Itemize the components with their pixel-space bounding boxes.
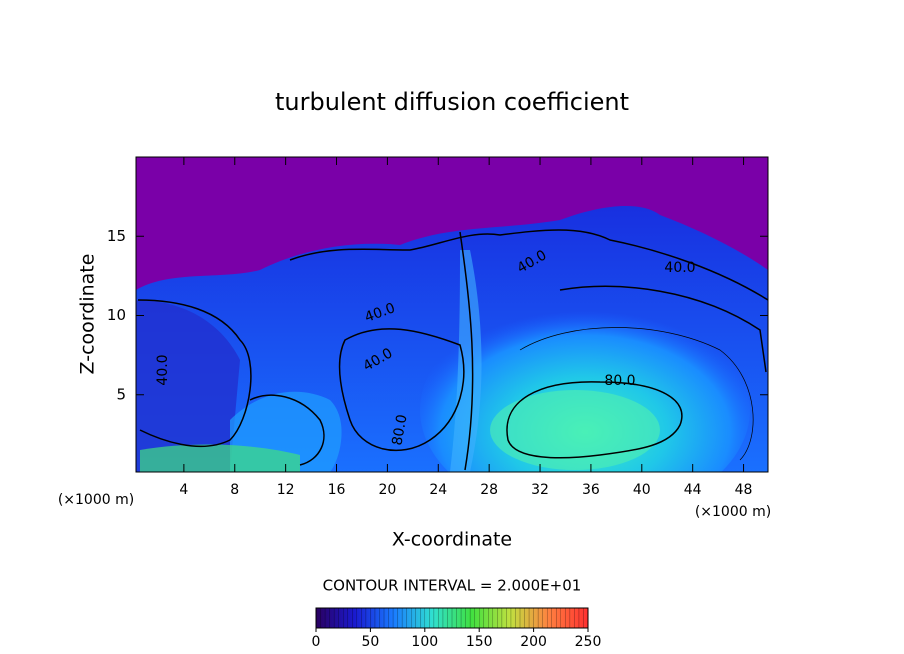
contour-label: 40.0 xyxy=(664,260,695,276)
colorbar-tick-label: 100 xyxy=(411,634,438,650)
x-tick-label: 24 xyxy=(429,482,447,498)
y-axis-label: Z-coordinate xyxy=(77,254,99,375)
contour-label: 40.0 xyxy=(155,354,171,385)
colorbar-tick-label: 200 xyxy=(520,634,547,650)
contour-interval: CONTOUR INTERVAL = 2.000E+01 xyxy=(323,577,582,595)
x-unit-label: (×1000 m) xyxy=(58,492,134,508)
x-tick-label: 40 xyxy=(633,482,651,498)
plot-frame xyxy=(135,156,769,473)
x-tick-label: 32 xyxy=(531,482,549,498)
x-tick-label: 36 xyxy=(582,482,600,498)
colorbar-tick-label: 0 xyxy=(312,634,321,650)
y-tick-label: 10 xyxy=(107,306,126,324)
y-tick-label: 15 xyxy=(107,227,126,245)
x-tick-label: 44 xyxy=(684,482,702,498)
contour-label: 80.0 xyxy=(604,373,635,389)
x-tick-label: 8 xyxy=(230,482,239,498)
x-tick-label: 4 xyxy=(179,482,188,498)
x-tick-label: 20 xyxy=(378,482,396,498)
contour-label: 80.0 xyxy=(389,413,410,446)
y-tick-label: 5 xyxy=(116,385,126,403)
x-unit-label: (×1000 m) xyxy=(695,504,771,520)
x-tick-label: 28 xyxy=(480,482,498,498)
chart-title: turbulent diffusion coefficient xyxy=(275,88,629,116)
field xyxy=(136,157,768,472)
x-tick-label: 16 xyxy=(328,482,346,498)
x-tick-label: 48 xyxy=(735,482,753,498)
x-tick-label: 12 xyxy=(277,482,295,498)
x-axis-label: X-coordinate xyxy=(392,529,512,551)
colorbar-tick-label: 150 xyxy=(466,634,493,650)
colorbar-tick-label: 50 xyxy=(361,634,379,650)
colorbar-tick-label: 250 xyxy=(575,634,602,650)
